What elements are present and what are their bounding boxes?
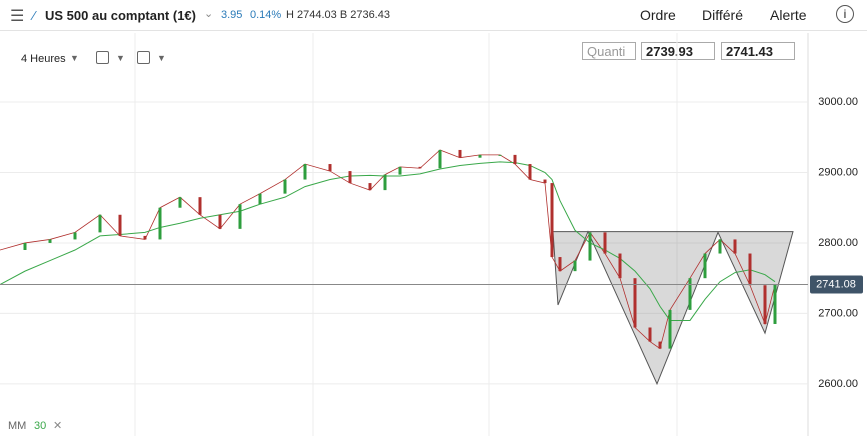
candle [633, 278, 637, 328]
y-tick-label: 3000.00 [818, 96, 858, 108]
candle [748, 253, 752, 286]
legend-period: 30 [34, 420, 46, 432]
candle [178, 197, 182, 208]
candle [118, 214, 122, 236]
candle [658, 341, 662, 349]
candle [558, 257, 562, 272]
candle [528, 164, 532, 180]
candle [348, 171, 352, 184]
candle [543, 179, 547, 184]
y-tick-label: 2700.00 [818, 307, 858, 319]
order-button[interactable]: Ordre [640, 7, 676, 23]
chart-settings-icon[interactable] [96, 51, 109, 64]
candle [258, 193, 262, 205]
timeframe-select[interactable]: 4 Heures [21, 53, 66, 65]
info-button[interactable]: i [836, 5, 854, 23]
candle [283, 179, 287, 194]
candle [588, 232, 592, 261]
price-line [0, 149, 776, 350]
deferred-button[interactable]: Différé [702, 7, 743, 23]
chart-type-icon[interactable] [137, 51, 150, 64]
caret[interactable]: ▼ [116, 53, 125, 63]
candle [23, 242, 27, 250]
candle [688, 278, 692, 310]
quantity-input[interactable]: Quanti [582, 42, 636, 60]
candle [513, 154, 517, 165]
header-bar: ☰ ∕ US 500 au comptant (1€) ⌄ 3.95 0.14%… [0, 0, 867, 31]
candle [703, 253, 707, 279]
candle [303, 164, 307, 180]
legend-label: MM [8, 420, 26, 432]
candle [398, 166, 402, 175]
change: 3.95 [221, 9, 243, 21]
buy-price[interactable]: 2741.43 [721, 42, 795, 60]
candle [763, 285, 767, 324]
moving-average [0, 161, 776, 321]
candle [328, 164, 332, 172]
candle [618, 253, 622, 279]
candle [718, 239, 722, 254]
last-price-label: 2741.08 [816, 278, 856, 290]
y-tick-label: 2900.00 [818, 166, 858, 178]
candle [648, 327, 652, 342]
instrument-name[interactable]: US 500 au comptant (1€) [45, 8, 196, 23]
change-pct: 0.14% [250, 9, 282, 21]
candle [48, 239, 52, 243]
high-low: H 2744.03 B 2736.43 [286, 9, 390, 21]
candle [143, 235, 147, 240]
candle [438, 149, 442, 169]
candle [418, 166, 422, 169]
candle [218, 214, 222, 229]
y-tick-label: 2600.00 [818, 378, 858, 390]
candle [603, 232, 607, 254]
menu-icon[interactable]: ☰ [10, 8, 25, 25]
candle [773, 284, 777, 324]
dropdown-caret[interactable]: ⌄ [204, 8, 214, 20]
alert-button[interactable]: Alerte [770, 7, 807, 23]
candle [383, 174, 387, 191]
y-tick-label: 2800.00 [818, 237, 858, 249]
sell-price[interactable]: 2739.93 [641, 42, 715, 60]
caret[interactable]: ▼ [70, 53, 79, 63]
candle [98, 214, 102, 233]
candle [238, 204, 242, 229]
candle [368, 183, 372, 191]
time-grid [134, 33, 678, 436]
candle [668, 309, 672, 349]
legend-remove[interactable]: ✕ [53, 420, 62, 432]
candle [158, 207, 162, 240]
last-price-box [810, 275, 863, 294]
caret[interactable]: ▼ [157, 53, 166, 63]
candle [550, 183, 554, 258]
candle [73, 232, 77, 240]
candle [733, 239, 737, 254]
pattern-shape [552, 230, 794, 386]
edit-icon[interactable]: ∕ [33, 8, 36, 23]
candle [573, 260, 577, 272]
candle [458, 149, 462, 158]
candle [498, 154, 502, 156]
candle [478, 154, 482, 158]
candle [198, 197, 202, 215]
